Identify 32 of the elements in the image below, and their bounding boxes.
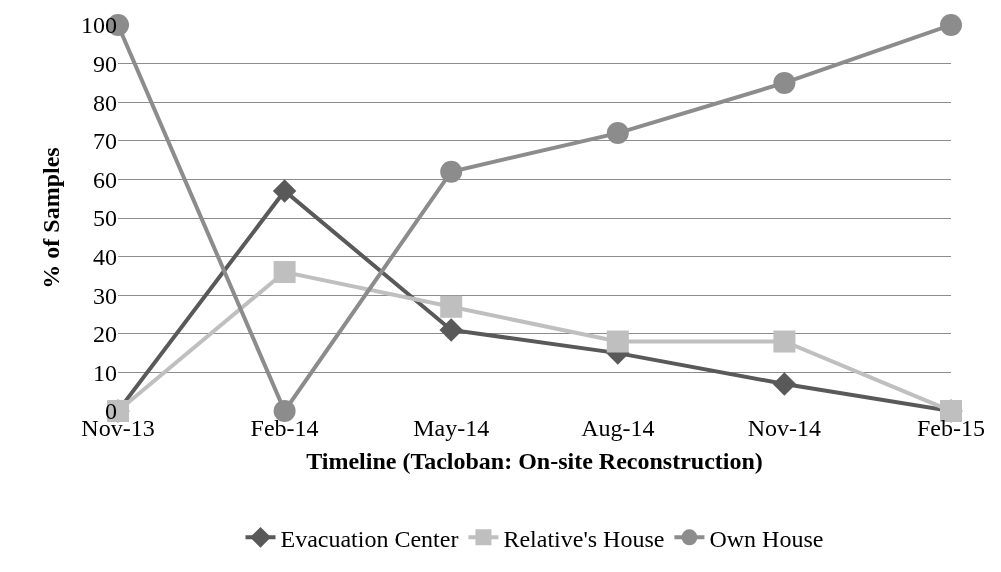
y-tick-label: 30: [93, 282, 117, 309]
y-tick-label: 90: [93, 51, 117, 77]
point: [440, 295, 463, 318]
point: [273, 261, 296, 284]
y-axis-title: % of Samples: [38, 147, 65, 289]
point: [272, 179, 297, 203]
y-tick-label: 10: [93, 359, 117, 386]
y-tick-label: 100: [81, 12, 117, 39]
point: [439, 318, 463, 342]
point: [940, 14, 962, 36]
y-tick-label: 40: [93, 244, 117, 270]
y-tick-label: 20: [93, 321, 117, 348]
legend-label: Own House: [709, 525, 824, 552]
point: [606, 122, 629, 145]
x-tick-label: Nov-14: [747, 415, 822, 441]
y-tick-label: 60: [93, 166, 117, 193]
point: [772, 372, 797, 396]
x-axis-title: Timeline (Tacloban: On-site Reconstruction): [306, 448, 763, 475]
legend-label: Relative's House: [503, 525, 665, 552]
y-tick-label: 50: [93, 205, 117, 232]
legend-label: Evacuation Center: [280, 525, 459, 552]
x-tick-label: Feb-14: [250, 415, 319, 441]
point: [773, 71, 796, 94]
point: [773, 330, 796, 353]
point: [440, 160, 463, 183]
y-tick-label: 70: [93, 128, 117, 155]
point: [606, 330, 629, 353]
y-tick-label: 80: [93, 89, 117, 116]
x-tick-label: Feb-15: [917, 415, 985, 441]
point: [273, 400, 296, 422]
x-tick-label: May-14: [413, 415, 490, 441]
x-tick-label: Aug-14: [581, 415, 655, 441]
